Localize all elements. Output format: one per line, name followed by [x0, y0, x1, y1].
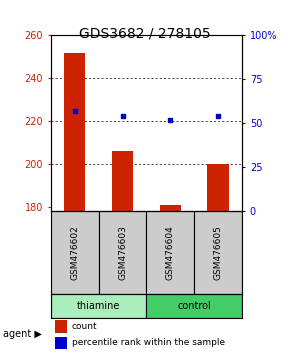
Text: control: control	[177, 301, 211, 311]
Bar	[146, 211, 194, 293]
Bar	[55, 337, 67, 349]
Bar	[64, 53, 86, 211]
Text: GSM476602: GSM476602	[70, 225, 79, 280]
Text: percentile rank within the sample: percentile rank within the sample	[72, 338, 225, 347]
Point	[216, 114, 220, 119]
Bar	[55, 320, 67, 333]
Bar	[194, 211, 242, 293]
Text: count: count	[72, 322, 97, 331]
Text: thiamine: thiamine	[77, 301, 120, 311]
Point	[72, 108, 77, 114]
Text: GDS3682 / 278105: GDS3682 / 278105	[79, 27, 211, 41]
Text: agent ▶: agent ▶	[3, 329, 42, 339]
Bar	[160, 205, 181, 211]
Bar	[99, 211, 146, 293]
Text: GSM476604: GSM476604	[166, 225, 175, 280]
Point	[120, 114, 125, 119]
Text: GSM476605: GSM476605	[214, 225, 223, 280]
Bar	[51, 211, 99, 293]
Bar	[112, 151, 133, 211]
Bar	[146, 293, 242, 318]
Bar	[51, 293, 146, 318]
Point	[168, 117, 173, 123]
Bar	[207, 164, 229, 211]
Text: GSM476603: GSM476603	[118, 225, 127, 280]
